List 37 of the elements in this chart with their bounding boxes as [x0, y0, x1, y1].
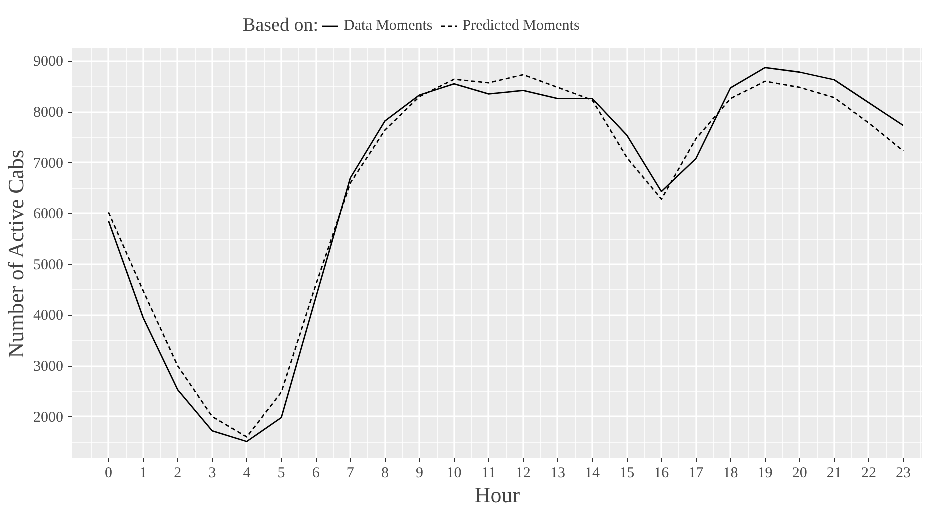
x-tick-label: 3 [208, 466, 216, 482]
y-tick-label: 6000 [34, 206, 64, 223]
y-tick-label: 2000 [34, 410, 64, 426]
x-tick-label: 11 [482, 466, 496, 482]
x-tick-label: 18 [723, 466, 738, 482]
x-tick-label: 16 [654, 466, 670, 482]
x-tick-label: 20 [792, 466, 808, 482]
x-tick-label: 2 [174, 466, 182, 482]
legend-label: Predicted Moments [462, 18, 580, 34]
legend-label: Data Moments [344, 18, 433, 34]
x-tick-label: 10 [446, 466, 462, 482]
y-tick-label: 8000 [34, 105, 64, 122]
y-axis-title: Number of Active Cabs [4, 150, 28, 358]
x-tick-label: 21 [826, 466, 842, 482]
x-tick-label: 12 [516, 466, 531, 482]
y-tick-label: 3000 [34, 359, 64, 376]
x-tick-label: 17 [688, 466, 704, 482]
x-tick-label: 5 [278, 466, 286, 482]
y-tick-label: 4000 [34, 308, 64, 324]
x-tick-label: 4 [243, 466, 252, 482]
legend-title: Based on: [243, 15, 319, 36]
x-tick-label: 22 [861, 466, 876, 482]
y-tick-label: 7000 [34, 156, 64, 172]
x-tick-label: 8 [381, 466, 389, 482]
x-tick-label: 23 [896, 466, 911, 482]
x-axis-title: Hour [474, 482, 521, 508]
x-tick-label: 7 [346, 466, 355, 482]
x-tick-label: 14 [585, 466, 601, 482]
x-tick-label: 0 [105, 466, 113, 482]
x-tick-label: 9 [416, 466, 424, 482]
x-tick-label: 19 [758, 466, 773, 482]
x-tick-label: 1 [140, 466, 148, 482]
x-tick-label: 13 [550, 466, 566, 482]
y-tick-label: 9000 [34, 54, 64, 70]
y-tick-label: 5000 [34, 257, 64, 274]
x-tick-label: 15 [620, 466, 635, 482]
x-tick-label: 6 [312, 466, 320, 482]
